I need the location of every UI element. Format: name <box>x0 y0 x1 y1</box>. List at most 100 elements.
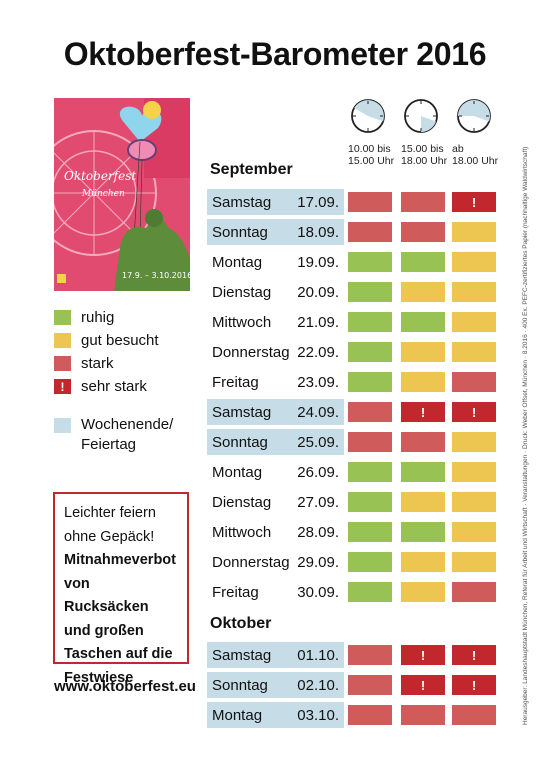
day-name: Montag <box>212 463 263 481</box>
day-name: Freitag <box>212 373 259 391</box>
day-row: Samstag 01.10. <box>207 642 344 668</box>
poster-dates: 17.9. – 3.10.2016 <box>122 271 190 280</box>
barometer-cell-yellow <box>452 342 496 362</box>
barometer-cell-red <box>348 402 392 422</box>
day-name: Montag <box>212 253 263 271</box>
barometer-cell-yellow <box>452 222 496 242</box>
barometer-cell-vred: ! <box>401 675 445 695</box>
barometer-cell-vred: ! <box>452 192 496 212</box>
time-slot-1-label: 10.00 bis 15.00 Uhr <box>348 143 394 167</box>
publisher-note: Herausgeber: Landeshauptstadt München, R… <box>522 146 529 725</box>
notice-bold1: Mitnahmeverbot <box>64 552 176 568</box>
barometer-cell-green <box>348 282 392 302</box>
day-row: Freitag 23.09. <box>207 369 344 395</box>
barometer-cell-yellow <box>401 582 445 602</box>
day-row: Donnerstag 22.09. <box>207 339 344 365</box>
day-row: Montag 03.10. <box>207 702 344 728</box>
website-link[interactable]: www.oktoberfest.eu <box>54 678 196 695</box>
barometer-cell-yellow <box>452 492 496 512</box>
poster-title-line1: Oktoberfest <box>64 169 136 183</box>
day-name: Donnerstag <box>212 343 290 361</box>
day-name: Samstag <box>212 646 272 664</box>
barometer-cell-green <box>348 582 392 602</box>
barometer-cell-yellow <box>401 552 445 572</box>
barometer-cell-yellow <box>452 282 496 302</box>
day-name: Samstag <box>212 403 272 421</box>
day-row: Montag 26.09. <box>207 459 344 485</box>
time-slot-3-line2: 18.00 Uhr <box>452 155 499 167</box>
clock-icon-afternoon <box>404 99 438 133</box>
day-name: Dienstag <box>212 493 272 511</box>
barometer-cell-green <box>401 312 445 332</box>
barometer-cell-red <box>452 372 496 392</box>
legend-item: stark <box>54 352 159 375</box>
notice-bold5: Festwiese <box>64 669 134 686</box>
time-slot-2-label: 15.00 bis 18.00 Uhr <box>401 143 447 167</box>
day-row: Sonntag 18.09. <box>207 219 344 245</box>
day-date: 21.09. <box>297 313 339 331</box>
day-row: Mittwoch 28.09. <box>207 519 344 545</box>
barometer-cell-red <box>401 192 445 212</box>
day-date: 01.10. <box>297 646 339 664</box>
day-row: Dienstag 20.09. <box>207 279 344 305</box>
weekend-legend-line2: Feiertag <box>81 436 137 453</box>
day-name: Mittwoch <box>212 313 272 331</box>
legend-label: gut besucht <box>81 332 159 349</box>
barometer-cell-vred: ! <box>401 645 445 665</box>
notice-line2: ohne Gepäck! <box>64 528 155 545</box>
barometer-cell-green <box>348 372 392 392</box>
day-row: Dienstag 27.09. <box>207 489 344 515</box>
day-name: Sonntag <box>212 676 268 694</box>
legend-label: sehr stark <box>81 378 147 395</box>
day-row: Sonntag 25.09. <box>207 429 344 455</box>
luggage-notice: Leichter feiern ohne Gepäck! Mitnahmever… <box>53 492 189 686</box>
barometer-cell-green <box>348 312 392 332</box>
time-slot-2-line2: 18.00 Uhr <box>401 155 448 167</box>
legend-label: ruhig <box>81 309 115 326</box>
day-row: Samstag 24.09. <box>207 399 344 425</box>
barometer-cell-red <box>348 432 392 452</box>
barometer-cell-red <box>348 222 392 242</box>
barometer-cell-green <box>348 462 392 482</box>
barometer-cell-yellow <box>452 522 496 542</box>
day-date: 02.10. <box>297 676 339 694</box>
clock-icon-evening <box>457 99 491 133</box>
notice-bold4: Taschen auf die <box>64 646 173 662</box>
day-date: 20.09. <box>297 283 339 301</box>
day-row: Mittwoch 21.09. <box>207 309 344 335</box>
day-date: 29.09. <box>297 553 339 571</box>
barometer-cell-yellow <box>401 342 445 362</box>
poster-title-line2: München <box>81 189 125 199</box>
barometer-cell-red <box>348 675 392 695</box>
time-slot-3-line1: ab <box>452 143 464 155</box>
month-heading-september: September <box>210 161 293 178</box>
weekend-legend: Wochenende/ Feiertag <box>54 415 173 455</box>
day-name: Sonntag <box>212 223 268 241</box>
barometer-cell-red <box>348 192 392 212</box>
barometer-cell-green <box>348 342 392 362</box>
notice-bold2: von Rucksäcken <box>64 575 149 616</box>
legend-swatch-green <box>54 310 71 325</box>
day-name: Donnerstag <box>212 553 290 571</box>
barometer-cell-vred: ! <box>452 645 496 665</box>
barometer-cell-yellow <box>401 282 445 302</box>
weekend-swatch <box>54 418 71 433</box>
barometer-cell-green <box>401 462 445 482</box>
day-date: 26.09. <box>297 463 339 481</box>
day-date: 23.09. <box>297 373 339 391</box>
day-date: 22.09. <box>297 343 339 361</box>
legend-item: ! sehr stark <box>54 375 159 398</box>
barometer-cell-green <box>401 252 445 272</box>
barometer-cell-red <box>401 432 445 452</box>
time-slot-1-line1: 10.00 bis <box>348 143 391 155</box>
day-name: Samstag <box>212 193 272 211</box>
day-row: Samstag 17.09. <box>207 189 344 215</box>
barometer-cell-vred: ! <box>452 675 496 695</box>
day-name: Mittwoch <box>212 523 272 541</box>
barometer-cell-red <box>401 705 445 725</box>
barometer-cell-yellow <box>452 252 496 272</box>
barometer-cell-green <box>348 252 392 272</box>
legend-item: ruhig <box>54 306 159 329</box>
weekend-legend-line1: Wochenende/ <box>81 416 174 433</box>
day-row: Donnerstag 29.09. <box>207 549 344 575</box>
